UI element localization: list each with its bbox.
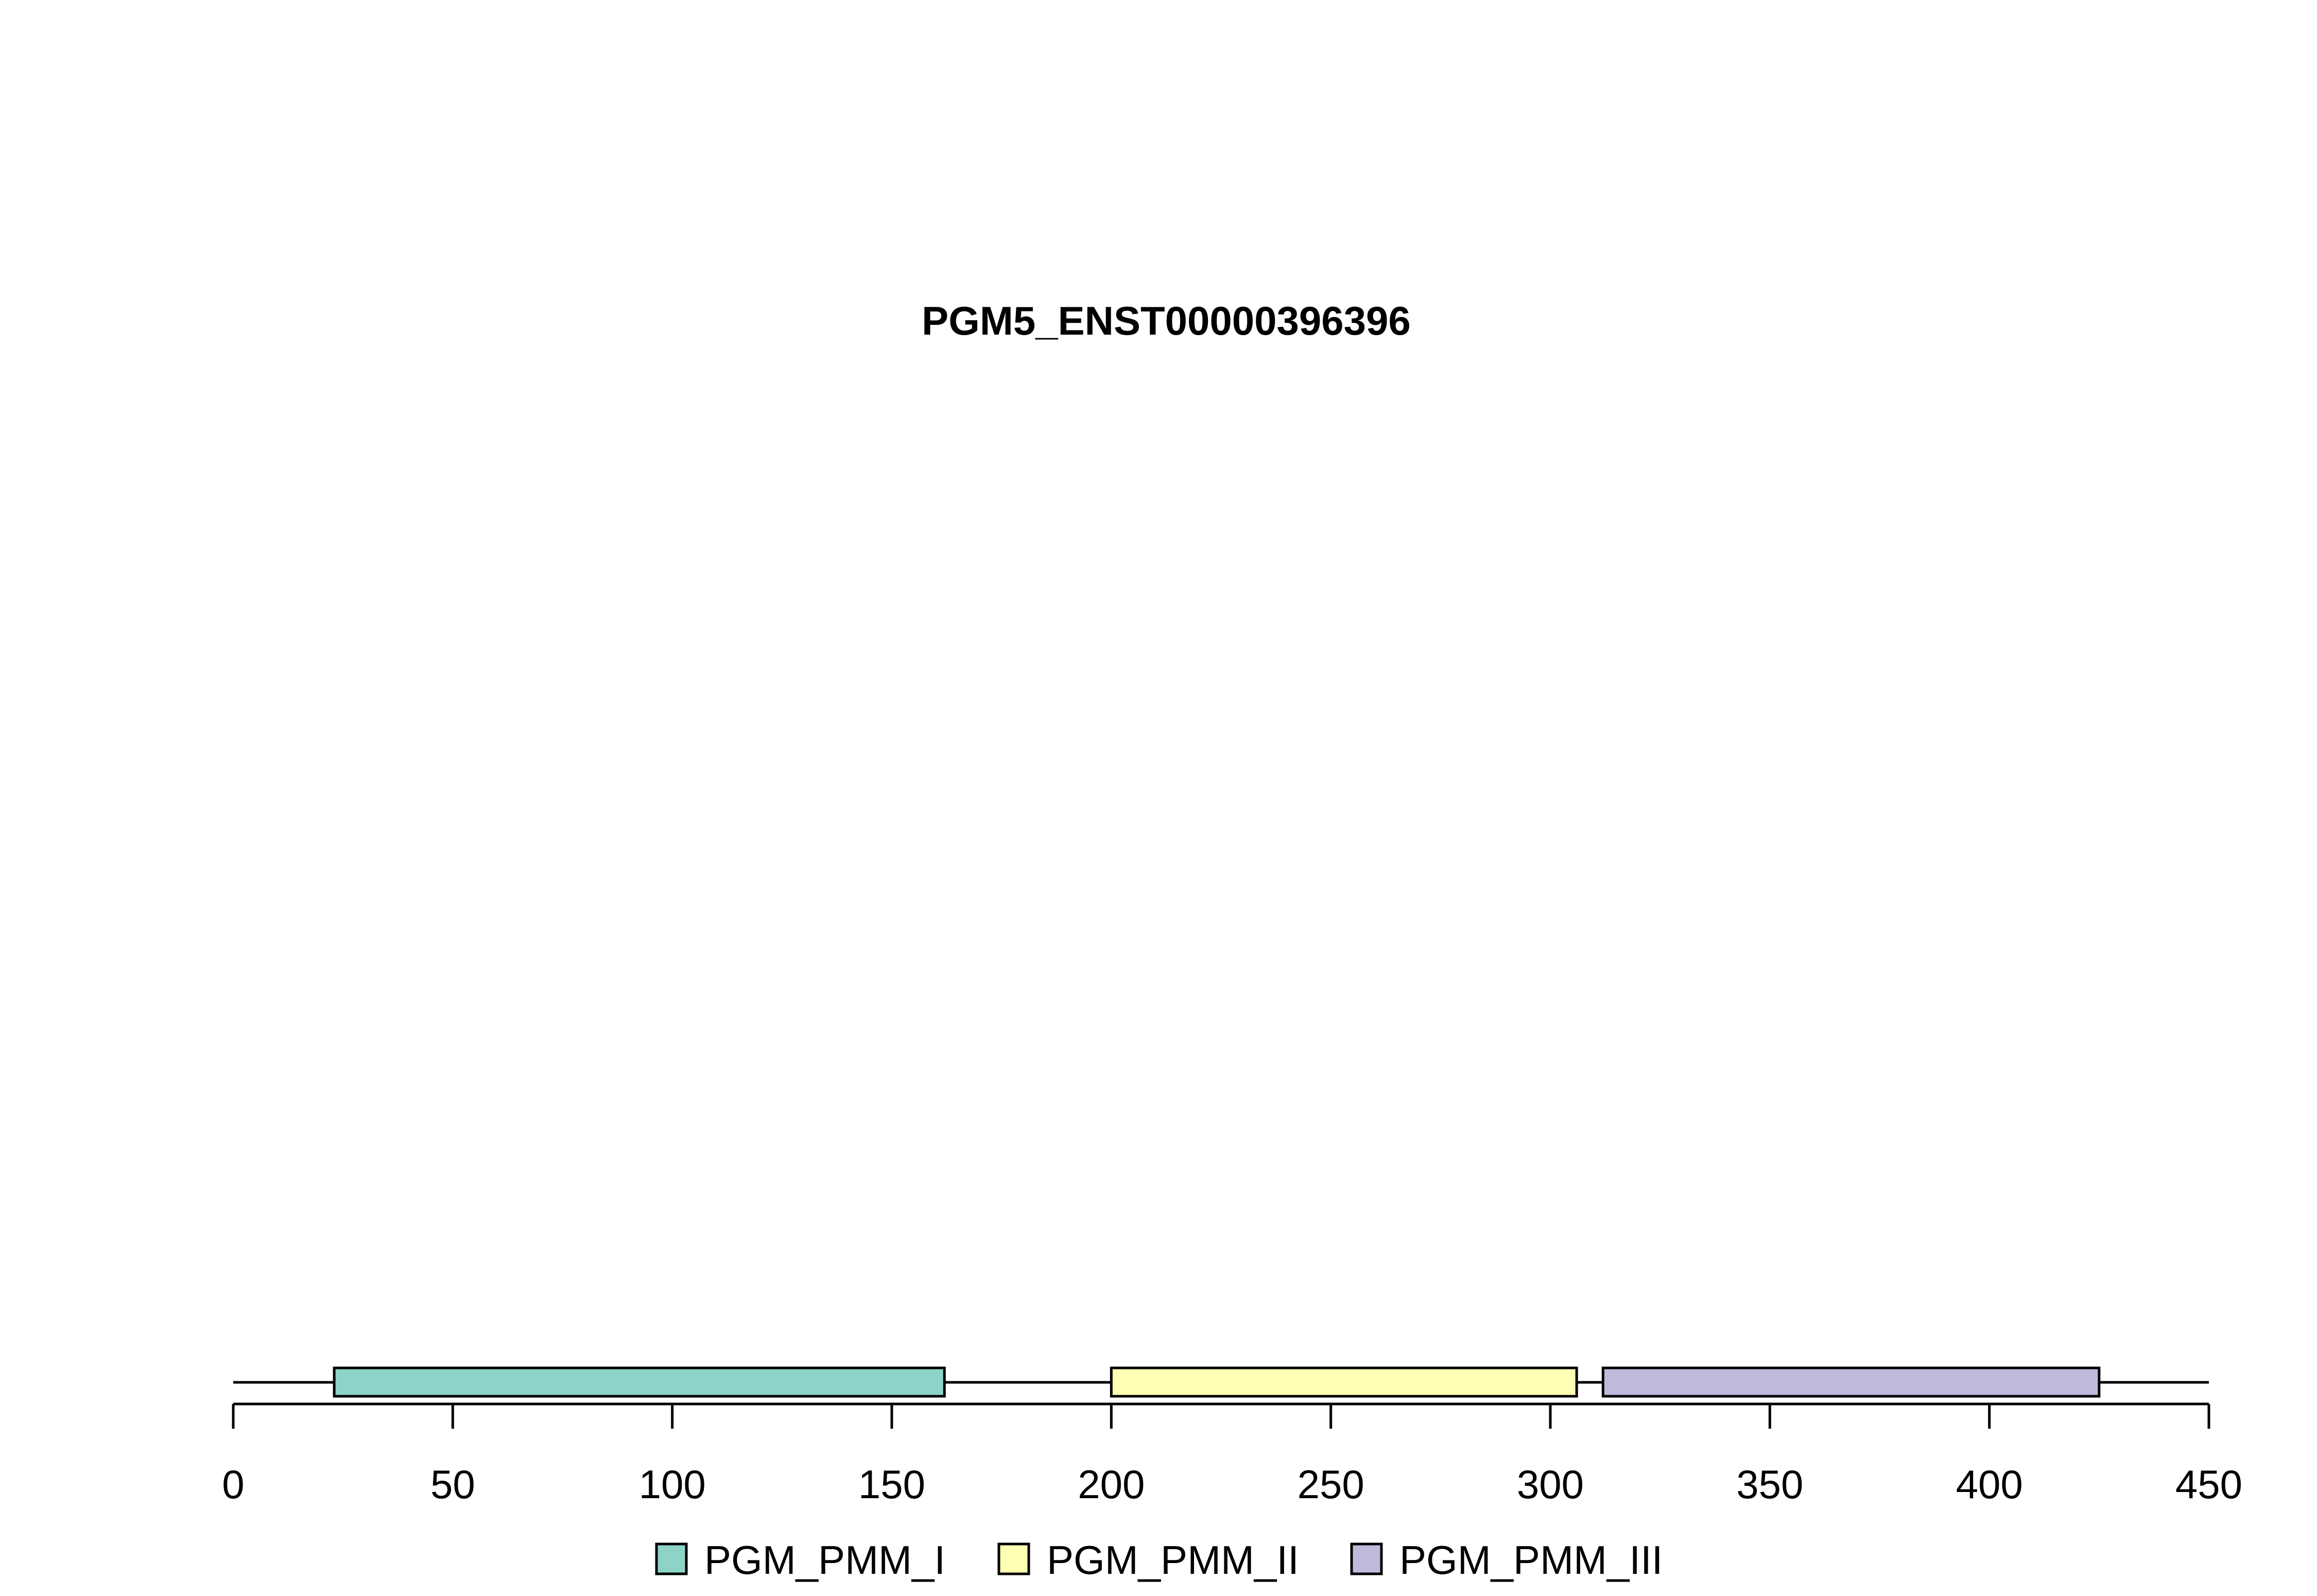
x-tick-label: 350 — [1736, 1462, 1803, 1507]
plot-area — [233, 1366, 2209, 1398]
legend-label: PGM_PMM_I — [704, 1537, 945, 1583]
domain-box-pgm-pmm-i — [333, 1366, 946, 1398]
x-tick-label: 400 — [1956, 1462, 2023, 1507]
x-tick-label: 100 — [639, 1462, 706, 1507]
legend-swatch — [997, 1542, 1030, 1575]
legend-swatch — [1350, 1542, 1383, 1575]
domain-box-pgm-pmm-iii — [1601, 1366, 2101, 1398]
x-tick-label: 50 — [430, 1462, 475, 1507]
legend-label: PGM_PMM_II — [1047, 1537, 1299, 1583]
x-axis: 0 50 100 150 200 250 300 350 400 450 — [222, 1402, 2242, 1507]
domain-box-pgm-pmm-ii — [1110, 1366, 1578, 1398]
legend-label: PGM_PMM_III — [1399, 1537, 1663, 1583]
x-tick-label: 200 — [1078, 1462, 1145, 1507]
x-tick-label: 150 — [858, 1462, 925, 1507]
x-tick-label: 250 — [1298, 1462, 1364, 1507]
x-tick-label: 0 — [222, 1462, 244, 1507]
x-tick-label: 450 — [2175, 1462, 2242, 1507]
legend: PGM_PMM_I PGM_PMM_II PGM_PMM_III — [655, 1537, 1663, 1583]
chart-title: PGM5_ENST00000396396 — [922, 298, 1411, 343]
legend-swatch — [655, 1542, 688, 1575]
x-tick-label: 300 — [1517, 1462, 1584, 1507]
